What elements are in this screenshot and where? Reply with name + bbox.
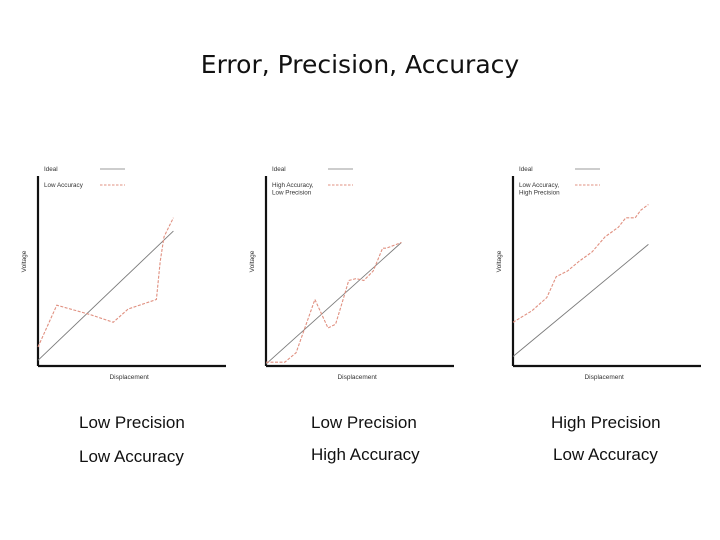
measured-series-line xyxy=(37,217,174,348)
legend-label: Ideal xyxy=(44,166,58,173)
caption-precision-1: Low Precision xyxy=(79,413,185,432)
y-axis-label: Voltage xyxy=(21,250,28,272)
ideal-series-line xyxy=(37,230,174,361)
measured-series-line xyxy=(266,241,402,363)
chart-low-accuracy-high-precision: Displacement Voltage Ideal Low Accuracy, Hig… xyxy=(496,166,701,381)
legend-label: Ideal xyxy=(272,166,286,173)
y-axis-label: Voltage xyxy=(249,250,256,272)
chart-high-accuracy-low-precision: Displacement Voltage Ideal High Accuracy, Lo… xyxy=(249,166,454,381)
caption-accuracy-3: Low Accuracy xyxy=(553,445,658,464)
x-axis-label: Displacement xyxy=(109,374,149,381)
legend-label: Ideal xyxy=(519,166,533,173)
caption-precision-2: Low Precision xyxy=(311,413,417,432)
legend-label: High Accuracy, Low Precision xyxy=(272,182,314,197)
slide-title: Error, Precision, Accuracy xyxy=(200,50,520,79)
caption-accuracy-2: High Accuracy xyxy=(311,445,420,464)
x-axis-label: Displacement xyxy=(337,374,377,381)
legend-label: Low Accuracy, High Precision xyxy=(519,182,560,197)
legend-label: Low Accuracy xyxy=(44,182,84,189)
ideal-series-line xyxy=(265,242,402,365)
x-axis-label: Displacement xyxy=(584,374,624,381)
y-axis-label: Voltage xyxy=(496,250,503,272)
chart-low-accuracy-low-precision: Displacement Voltage Ideal Low Accuracy xyxy=(21,166,226,381)
caption-precision-3: High Precision xyxy=(551,413,661,432)
measured-series-line xyxy=(512,204,649,323)
ideal-series-line xyxy=(512,244,649,357)
caption-accuracy-1: Low Accuracy xyxy=(79,447,184,466)
